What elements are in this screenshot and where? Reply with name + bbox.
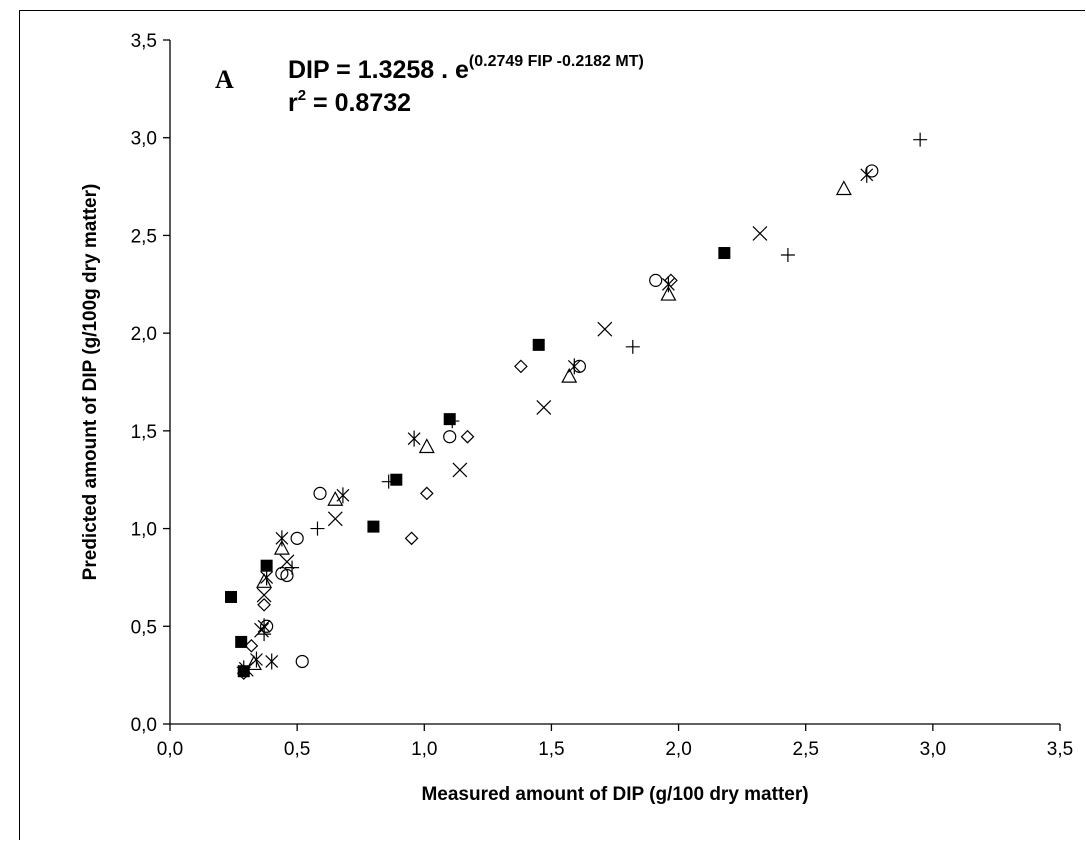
- y-tick-label: 3,0: [131, 129, 157, 150]
- axes: [169, 40, 1060, 725]
- data-point-plus: [257, 627, 272, 642]
- data-point-triangle: [418, 438, 435, 454]
- x-axis-title: Measured amount of DIP (g/100 dry matter…: [421, 784, 808, 805]
- data-point-x: [597, 321, 613, 337]
- r-squared-superscript: 2: [298, 87, 306, 104]
- data-point-diamond: [244, 638, 259, 653]
- data-point-circle: [572, 359, 587, 373]
- data-point-triangle: [256, 573, 273, 588]
- y-tick-label: 2,5: [131, 226, 157, 247]
- data-point-diamond: [514, 359, 528, 374]
- data-point-filled-square: [235, 635, 248, 648]
- y-tick-label: 3,5: [131, 31, 157, 52]
- data-point-plus: [285, 560, 300, 575]
- data-points: [225, 132, 928, 681]
- x-tick-label: 1,0: [411, 739, 437, 760]
- equation-prefix: DIP = 1.3258 . e: [288, 56, 469, 84]
- data-point-filled-square: [532, 338, 545, 351]
- data-point-triangle: [835, 180, 852, 196]
- data-point-circle: [290, 531, 304, 545]
- data-point-plus: [780, 247, 795, 262]
- data-point-circle: [295, 654, 309, 669]
- data-point-filled-square: [718, 247, 731, 260]
- data-point-asterisk: [260, 569, 274, 586]
- data-point-diamond: [460, 429, 475, 444]
- data-point-filled-square: [390, 473, 403, 486]
- r-squared-prefix: r: [288, 89, 298, 117]
- data-point-circle: [260, 619, 274, 633]
- x-tick-label: 2,5: [793, 739, 819, 760]
- data-point-x: [452, 462, 468, 478]
- data-point-plus: [913, 132, 928, 147]
- y-tick-labels: 0,0 0,5 1,0 1,5 2,0 2,5 3,0 3,5: [131, 31, 157, 736]
- data-point-filled-square: [225, 590, 238, 603]
- data-point-asterisk: [250, 651, 263, 668]
- x-tick-label: 3,5: [1047, 739, 1073, 760]
- data-point-plus: [236, 660, 251, 675]
- data-point-plus: [381, 474, 396, 489]
- data-point-circle: [280, 568, 294, 583]
- x-tick-label: 0,5: [284, 739, 310, 760]
- equation-exponent: (0.2749 FIP -0.2182 MT): [469, 53, 644, 70]
- r-squared-value: = 0.8732: [306, 89, 411, 117]
- data-point-diamond: [664, 273, 678, 288]
- data-point-x: [256, 587, 272, 603]
- x-tick-label: 0,0: [157, 739, 183, 760]
- x-tick-labels: 0,0 0,5 1,0 1,5 2,0 2,5 3,0 3,5: [157, 739, 1073, 760]
- data-point-plus: [445, 414, 460, 429]
- equation: DIP = 1.3258 . e(0.2749 FIP -0.2182 MT): [288, 53, 644, 84]
- x-tick-label: 2,0: [665, 739, 691, 760]
- data-point-x: [327, 511, 343, 527]
- data-point-filled-square: [443, 413, 456, 426]
- r-squared: r2 = 0.8732: [288, 87, 411, 117]
- data-point-triangle: [245, 655, 262, 671]
- x-tick-label: 1,5: [538, 739, 564, 760]
- y-tick-label: 1,0: [131, 520, 157, 541]
- y-tick-label: 1,5: [131, 422, 157, 443]
- data-point-asterisk: [567, 358, 581, 375]
- data-point-triangle: [660, 285, 677, 301]
- data-point-circle: [443, 430, 457, 444]
- data-point-circle: [865, 164, 879, 178]
- data-point-asterisk: [336, 487, 350, 504]
- data-point-triangle: [561, 367, 578, 383]
- data-point-circle: [313, 486, 327, 500]
- data-point-triangle: [273, 539, 290, 555]
- data-point-asterisk: [860, 166, 874, 183]
- y-tick-label: 0,5: [131, 617, 157, 638]
- data-point-asterisk: [661, 276, 675, 293]
- x-tick-label: 3,0: [920, 739, 946, 760]
- y-axis-title: Predicted amount of DIP (g/100g dry matt…: [80, 184, 101, 581]
- data-point-x: [254, 622, 269, 638]
- data-point-plus: [310, 521, 325, 536]
- data-point-diamond: [404, 531, 419, 546]
- data-point-filled-square: [367, 520, 380, 533]
- data-point-filled-square: [260, 559, 273, 572]
- data-point-circle: [649, 273, 663, 287]
- chart-frame: [19, 10, 1085, 840]
- panel-label: A: [215, 65, 234, 94]
- y-tick-label: 0,0: [131, 715, 157, 736]
- data-point-x: [536, 399, 552, 415]
- data-point-asterisk: [265, 653, 279, 670]
- data-point-asterisk: [275, 530, 289, 547]
- data-point-diamond: [419, 486, 434, 501]
- data-point-plus: [625, 339, 640, 354]
- y-tick-label: 2,0: [131, 324, 157, 345]
- data-point-diamond: [257, 597, 271, 612]
- data-point-x: [752, 226, 768, 241]
- data-point-asterisk: [407, 430, 421, 447]
- tick-marks: [163, 39, 1061, 731]
